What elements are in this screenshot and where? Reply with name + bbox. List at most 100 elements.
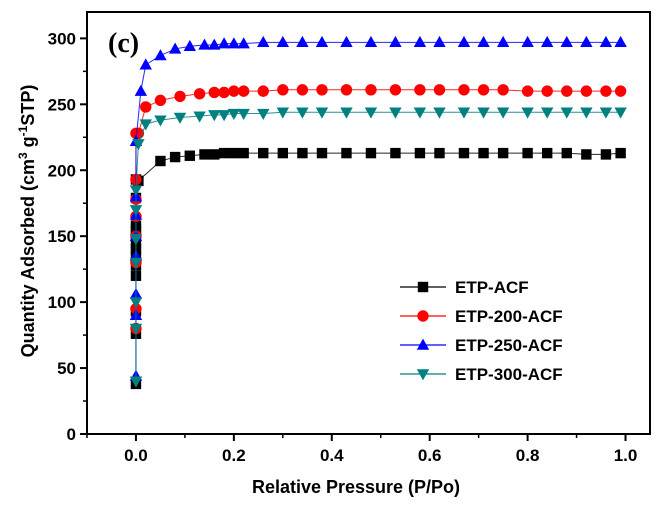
y-axis-title-pre: Quantity Adsorbed (cm [18, 159, 38, 357]
data-point [599, 35, 613, 48]
data-point [389, 84, 402, 96]
data-point [497, 84, 509, 96]
data-point [277, 147, 289, 159]
data-point [257, 85, 269, 97]
data-point [413, 107, 427, 119]
plot-frame [86, 11, 651, 435]
data-point [414, 84, 426, 96]
data-point [560, 35, 573, 48]
data-point [315, 107, 329, 119]
data-point [208, 38, 221, 50]
x-tick-label: 1.0 [614, 446, 638, 465]
data-point [457, 107, 471, 119]
data-point [457, 35, 471, 48]
y-axis-title-sup1: 3 [16, 152, 30, 159]
series-etp-250-acf [129, 35, 627, 381]
data-point [413, 35, 427, 48]
data-point [129, 376, 143, 388]
data-point [521, 35, 534, 48]
y-axis-title-post: STP) [18, 85, 38, 126]
legend-marker [417, 310, 429, 322]
data-point [364, 35, 378, 48]
data-point [237, 85, 250, 97]
data-point [228, 147, 240, 159]
x-tick-label: 0.8 [516, 446, 540, 465]
data-point [198, 38, 211, 50]
data-point [580, 85, 593, 97]
data-point [522, 147, 533, 159]
data-point [340, 107, 353, 119]
data-point [296, 35, 309, 48]
x-tick-label: 0.4 [320, 446, 344, 465]
y-tick-label: 150 [48, 227, 76, 246]
legend-item: ETP-200-ACF [400, 307, 563, 326]
data-point [340, 35, 353, 48]
data-point [433, 107, 446, 119]
data-point [364, 107, 378, 119]
data-point [129, 323, 143, 335]
legend-marker [416, 338, 430, 350]
data-point [199, 149, 210, 160]
legend-label: ETP-250-ACF [455, 336, 563, 355]
data-point [134, 84, 148, 96]
legend-marker [416, 369, 430, 381]
data-point [296, 107, 309, 119]
data-point [560, 107, 573, 119]
data-point [614, 107, 627, 119]
data-point [276, 107, 290, 119]
data-point [297, 147, 308, 159]
data-point [316, 84, 328, 96]
series-layer [129, 35, 627, 390]
legend-label: ETP-ACF [455, 278, 529, 297]
data-point [276, 35, 290, 48]
data-point [129, 257, 143, 269]
data-point [237, 37, 250, 49]
data-point [296, 84, 309, 96]
data-point [129, 297, 143, 309]
data-point [521, 85, 534, 97]
data-point [129, 234, 143, 246]
legend-item: ETP-300-ACF [400, 365, 563, 384]
data-point [129, 185, 143, 197]
legend-label: ETP-300-ACF [455, 365, 563, 384]
data-point [154, 115, 167, 127]
data-point [599, 107, 613, 119]
data-point [340, 84, 353, 96]
data-point [414, 147, 426, 159]
data-point [389, 35, 402, 48]
data-point [561, 85, 573, 97]
data-point [140, 101, 152, 113]
data-point [257, 108, 270, 120]
series-etp-300-acf [129, 107, 627, 388]
data-point [561, 147, 572, 159]
data-point [615, 147, 626, 159]
data-point [258, 147, 269, 159]
x-axis-title: Relative Pressure (P/Po) [252, 477, 460, 497]
data-point [228, 85, 240, 97]
data-point [217, 37, 231, 49]
legend-marker [417, 281, 429, 293]
data-point [433, 84, 446, 96]
data-point [237, 108, 250, 120]
data-point [132, 139, 145, 151]
y-tick-label: 0 [67, 425, 76, 444]
legend-item: ETP-ACF [400, 278, 529, 297]
data-point [227, 108, 241, 120]
data-point [581, 149, 592, 160]
data-point [496, 107, 510, 119]
data-point [477, 84, 490, 96]
data-point [315, 35, 329, 48]
data-point [458, 84, 470, 96]
data-point [139, 119, 152, 131]
y-axis-title: Quantity Adsorbed (cm3 g-1STP) [16, 85, 38, 358]
data-point [496, 35, 510, 48]
data-point [193, 88, 206, 100]
data-point [477, 107, 490, 119]
data-point [540, 35, 554, 48]
y-axis-title-sup2: -1 [16, 125, 30, 136]
data-point [169, 151, 181, 163]
data-point [600, 149, 612, 160]
y-tick-label: 250 [48, 95, 76, 114]
y-tick-label: 50 [57, 359, 76, 378]
panel-label: (c) [108, 28, 139, 59]
